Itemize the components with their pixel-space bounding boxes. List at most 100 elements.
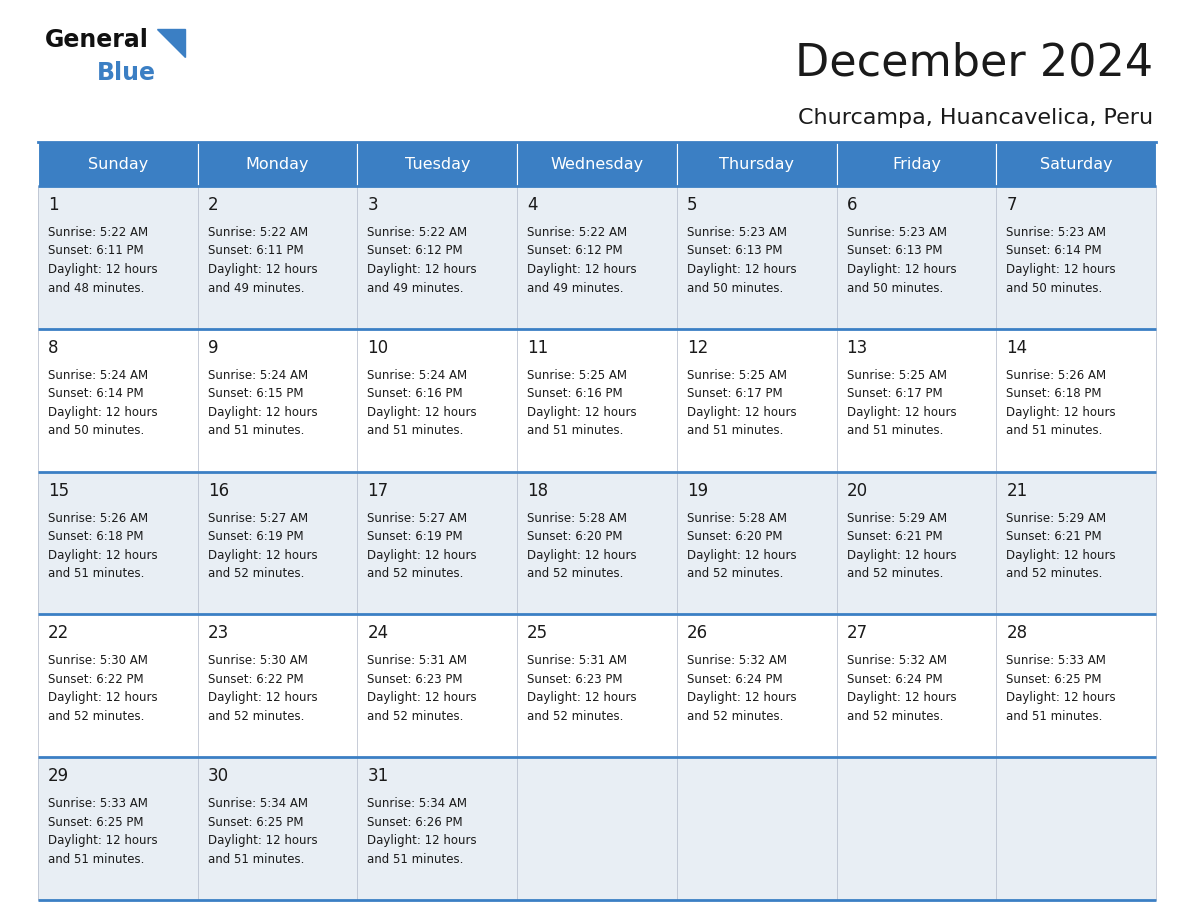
Text: and 52 minutes.: and 52 minutes. <box>847 710 943 722</box>
Text: and 52 minutes.: and 52 minutes. <box>367 567 463 580</box>
Text: 27: 27 <box>847 624 867 643</box>
Text: and 52 minutes.: and 52 minutes. <box>48 710 145 722</box>
Bar <box>997 472 1156 614</box>
Text: Sunrise: 5:28 AM: Sunrise: 5:28 AM <box>687 511 786 524</box>
Text: and 52 minutes.: and 52 minutes. <box>208 710 304 722</box>
Text: 8: 8 <box>48 339 58 357</box>
Text: and 52 minutes.: and 52 minutes. <box>527 710 624 722</box>
Text: Daylight: 12 hours: Daylight: 12 hours <box>208 691 317 704</box>
Text: Churcampa, Huancavelica, Peru: Churcampa, Huancavelica, Peru <box>798 108 1154 128</box>
Bar <box>836 329 997 472</box>
Text: 20: 20 <box>847 482 867 499</box>
Text: 21: 21 <box>1006 482 1028 499</box>
Bar <box>677 329 836 472</box>
Bar <box>836 614 997 757</box>
Bar <box>517 614 677 757</box>
Text: Sunrise: 5:23 AM: Sunrise: 5:23 AM <box>1006 226 1106 239</box>
Text: 10: 10 <box>367 339 388 357</box>
Text: 4: 4 <box>527 196 538 214</box>
Bar <box>997 142 1156 186</box>
Text: and 51 minutes.: and 51 minutes. <box>367 424 463 437</box>
Text: 9: 9 <box>208 339 219 357</box>
Text: and 52 minutes.: and 52 minutes. <box>208 567 304 580</box>
Text: 22: 22 <box>48 624 69 643</box>
Text: Sunset: 6:18 PM: Sunset: 6:18 PM <box>48 530 144 543</box>
Text: Saturday: Saturday <box>1040 156 1112 172</box>
Text: Sunrise: 5:22 AM: Sunrise: 5:22 AM <box>367 226 468 239</box>
Text: 3: 3 <box>367 196 378 214</box>
Text: Sunrise: 5:33 AM: Sunrise: 5:33 AM <box>1006 655 1106 667</box>
Text: Sunrise: 5:31 AM: Sunrise: 5:31 AM <box>367 655 467 667</box>
Text: Daylight: 12 hours: Daylight: 12 hours <box>367 549 478 562</box>
Bar <box>38 614 197 757</box>
Text: Sunrise: 5:22 AM: Sunrise: 5:22 AM <box>527 226 627 239</box>
Bar <box>836 186 997 329</box>
Text: and 51 minutes.: and 51 minutes. <box>527 424 624 437</box>
Text: Daylight: 12 hours: Daylight: 12 hours <box>847 691 956 704</box>
Text: Sunrise: 5:33 AM: Sunrise: 5:33 AM <box>48 797 147 811</box>
Bar <box>997 614 1156 757</box>
Text: Daylight: 12 hours: Daylight: 12 hours <box>367 406 478 419</box>
Text: Daylight: 12 hours: Daylight: 12 hours <box>847 549 956 562</box>
Text: and 52 minutes.: and 52 minutes. <box>687 567 783 580</box>
Text: Sunrise: 5:25 AM: Sunrise: 5:25 AM <box>527 369 627 382</box>
Text: Daylight: 12 hours: Daylight: 12 hours <box>48 834 158 847</box>
Text: Sunrise: 5:25 AM: Sunrise: 5:25 AM <box>687 369 786 382</box>
Bar <box>358 142 517 186</box>
Text: Sunset: 6:17 PM: Sunset: 6:17 PM <box>687 387 783 400</box>
Polygon shape <box>157 29 185 57</box>
Bar <box>997 186 1156 329</box>
Text: Daylight: 12 hours: Daylight: 12 hours <box>367 834 478 847</box>
Text: 24: 24 <box>367 624 388 643</box>
Text: Sunrise: 5:27 AM: Sunrise: 5:27 AM <box>367 511 468 524</box>
Bar <box>197 186 358 329</box>
Text: 7: 7 <box>1006 196 1017 214</box>
Bar <box>38 472 197 614</box>
Text: Friday: Friday <box>892 156 941 172</box>
Text: and 52 minutes.: and 52 minutes. <box>527 567 624 580</box>
Text: 13: 13 <box>847 339 867 357</box>
Bar <box>517 757 677 900</box>
Text: Sunrise: 5:23 AM: Sunrise: 5:23 AM <box>847 226 947 239</box>
Text: Sunset: 6:20 PM: Sunset: 6:20 PM <box>687 530 783 543</box>
Text: 6: 6 <box>847 196 857 214</box>
Text: Daylight: 12 hours: Daylight: 12 hours <box>367 263 478 276</box>
Text: Sunrise: 5:32 AM: Sunrise: 5:32 AM <box>847 655 947 667</box>
Text: and 51 minutes.: and 51 minutes. <box>687 424 783 437</box>
Text: Sunset: 6:22 PM: Sunset: 6:22 PM <box>208 673 303 686</box>
Text: Daylight: 12 hours: Daylight: 12 hours <box>687 691 796 704</box>
Bar <box>677 142 836 186</box>
Text: Sunset: 6:22 PM: Sunset: 6:22 PM <box>48 673 144 686</box>
Text: 5: 5 <box>687 196 697 214</box>
Text: Thursday: Thursday <box>719 156 795 172</box>
Text: Tuesday: Tuesday <box>405 156 470 172</box>
Text: 18: 18 <box>527 482 549 499</box>
Text: Daylight: 12 hours: Daylight: 12 hours <box>48 691 158 704</box>
Text: Daylight: 12 hours: Daylight: 12 hours <box>527 263 637 276</box>
Text: Sunrise: 5:27 AM: Sunrise: 5:27 AM <box>208 511 308 524</box>
Text: Daylight: 12 hours: Daylight: 12 hours <box>527 549 637 562</box>
Text: Daylight: 12 hours: Daylight: 12 hours <box>48 549 158 562</box>
Text: Daylight: 12 hours: Daylight: 12 hours <box>48 406 158 419</box>
Bar <box>517 329 677 472</box>
Bar <box>836 757 997 900</box>
Text: and 52 minutes.: and 52 minutes. <box>847 567 943 580</box>
Text: Daylight: 12 hours: Daylight: 12 hours <box>1006 263 1116 276</box>
Text: Sunset: 6:19 PM: Sunset: 6:19 PM <box>208 530 303 543</box>
Text: 26: 26 <box>687 624 708 643</box>
Text: Sunrise: 5:30 AM: Sunrise: 5:30 AM <box>48 655 147 667</box>
Text: 23: 23 <box>208 624 229 643</box>
Text: Blue: Blue <box>97 61 156 85</box>
Text: Monday: Monday <box>246 156 309 172</box>
Text: Daylight: 12 hours: Daylight: 12 hours <box>687 263 796 276</box>
Bar <box>197 472 358 614</box>
Text: Sunset: 6:12 PM: Sunset: 6:12 PM <box>367 244 463 258</box>
Text: Sunrise: 5:34 AM: Sunrise: 5:34 AM <box>367 797 467 811</box>
Text: Daylight: 12 hours: Daylight: 12 hours <box>208 549 317 562</box>
Text: 31: 31 <box>367 767 388 785</box>
Text: Daylight: 12 hours: Daylight: 12 hours <box>1006 691 1116 704</box>
Bar <box>517 142 677 186</box>
Text: Sunset: 6:15 PM: Sunset: 6:15 PM <box>208 387 303 400</box>
Text: and 50 minutes.: and 50 minutes. <box>687 282 783 295</box>
Text: Sunrise: 5:34 AM: Sunrise: 5:34 AM <box>208 797 308 811</box>
